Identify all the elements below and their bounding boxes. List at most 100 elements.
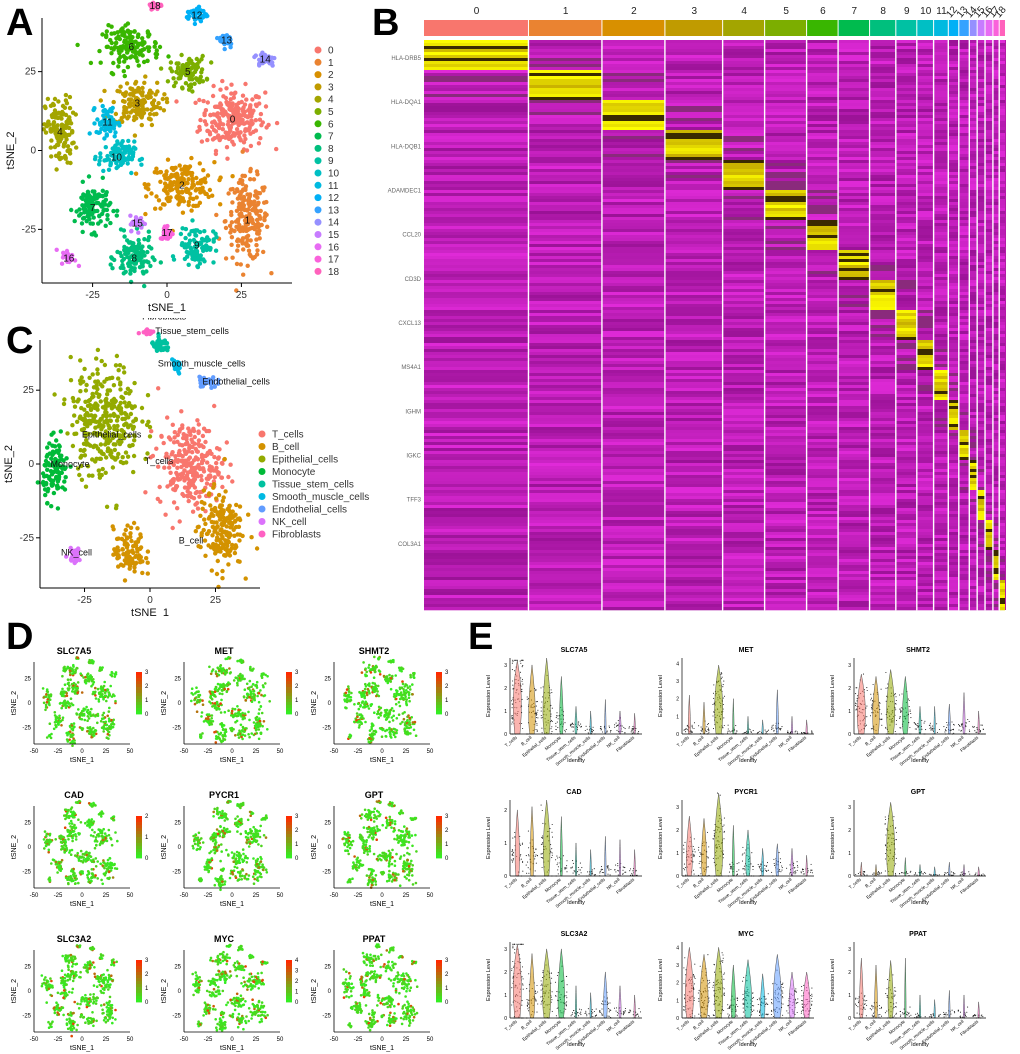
heatmap-cell <box>934 202 948 206</box>
heatmap-cell <box>424 178 528 182</box>
heatmap-cell <box>723 322 765 326</box>
heatmap-cell <box>999 268 1005 272</box>
heatmap-cell <box>838 415 870 419</box>
heatmap-cell <box>838 487 870 491</box>
point-1 <box>256 231 261 236</box>
point-5 <box>193 76 199 81</box>
heatmap-cell <box>723 430 765 434</box>
heatmap-cell <box>977 109 985 113</box>
heatmap-cell <box>765 40 807 44</box>
heatmap-cell <box>917 505 934 509</box>
point-10 <box>129 170 134 176</box>
column-bar-1 <box>528 20 602 36</box>
heatmap-cell <box>665 202 723 206</box>
heatmap-cell <box>977 154 985 158</box>
heatmap-cell <box>934 340 948 344</box>
heatmap-cell <box>959 124 969 128</box>
point-16 <box>68 255 73 260</box>
heatmap-cell <box>723 46 765 50</box>
heatmap-cell <box>723 196 765 200</box>
heatmap-cell <box>993 112 999 116</box>
heatmap-cell <box>985 301 993 305</box>
heatmap-cell <box>969 454 977 458</box>
point-1 <box>237 238 242 243</box>
heatmap-cell <box>723 496 765 500</box>
heatmap-cell <box>934 103 948 107</box>
point-2 <box>143 211 148 217</box>
heatmap-cell <box>969 64 977 68</box>
heatmap-cell <box>896 298 917 302</box>
heatmap-cell <box>917 301 934 305</box>
heatmap-cell <box>969 376 977 380</box>
point-13 <box>227 40 232 45</box>
heatmap-cell <box>977 373 985 377</box>
heatmap-cell <box>993 478 999 482</box>
heatmap-cell <box>870 214 896 218</box>
heatmap-cell <box>917 328 934 332</box>
heatmap-cell <box>977 139 985 143</box>
heatmap-cell <box>723 277 765 281</box>
heatmap-cell <box>985 310 993 314</box>
heatmap-cell <box>807 61 838 65</box>
point-3 <box>127 101 132 107</box>
heatmap-cell <box>529 334 602 338</box>
heatmap-cell <box>977 250 985 254</box>
heatmap-cell <box>969 220 977 224</box>
heatmap-cell <box>977 400 985 404</box>
heatmap-cell <box>602 496 665 500</box>
heatmap-cell <box>917 199 934 203</box>
heatmap-cell <box>985 196 993 200</box>
point-4 <box>57 151 62 156</box>
heatmap-cell <box>977 295 985 299</box>
heatmap-cell <box>529 148 602 152</box>
heatmap-cell <box>948 496 959 500</box>
heatmap-cell <box>917 469 934 473</box>
heatmap-cell <box>870 106 896 110</box>
heatmap-cell <box>977 244 985 248</box>
heatmap-cell <box>807 364 838 368</box>
point-0 <box>198 117 203 123</box>
heatmap-cell <box>838 496 870 500</box>
point-11 <box>113 130 118 135</box>
heatmap-cell <box>934 424 948 428</box>
cluster-label-11: 11 <box>102 118 113 129</box>
heatmap-cell <box>934 478 948 482</box>
point-3 <box>134 95 139 101</box>
heatmap-cell <box>765 289 807 293</box>
point-3 <box>150 102 155 107</box>
heatmap-cell <box>917 76 934 80</box>
heatmap-cell <box>934 169 948 173</box>
heatmap-cell <box>665 313 723 317</box>
heatmap-cell <box>807 196 838 200</box>
heatmap-cell <box>896 367 917 371</box>
point-7 <box>88 221 93 226</box>
heatmap-cell <box>999 127 1005 131</box>
heatmap-cell <box>765 250 807 254</box>
point-5 <box>179 52 184 58</box>
heatmap-cell <box>602 58 665 62</box>
heatmap-cell <box>424 238 528 242</box>
heatmap-cell <box>969 487 977 491</box>
point-2 <box>179 167 184 172</box>
heatmap-cell <box>424 361 528 365</box>
heatmap-cell <box>723 280 765 284</box>
heatmap-cell <box>424 439 528 443</box>
heatmap-cell <box>969 61 977 65</box>
heatmap-cell <box>896 97 917 101</box>
point-0 <box>225 156 230 161</box>
heatmap-cell <box>896 130 917 134</box>
heatmap-cell <box>424 109 528 113</box>
point-11 <box>109 109 114 114</box>
heatmap-cell <box>602 388 665 392</box>
point-7 <box>94 196 100 201</box>
heatmap-cell <box>765 268 807 272</box>
heatmap-cell <box>424 142 528 146</box>
cluster-label-0: 0 <box>230 114 236 125</box>
heatmap-cell <box>529 385 602 389</box>
heatmap-cell <box>999 109 1005 113</box>
heatmap-cell <box>934 388 948 392</box>
heatmap-cell <box>665 112 723 116</box>
heatmap-cell <box>969 136 977 140</box>
heatmap-cell <box>602 385 665 389</box>
heatmap-cell <box>917 337 934 341</box>
